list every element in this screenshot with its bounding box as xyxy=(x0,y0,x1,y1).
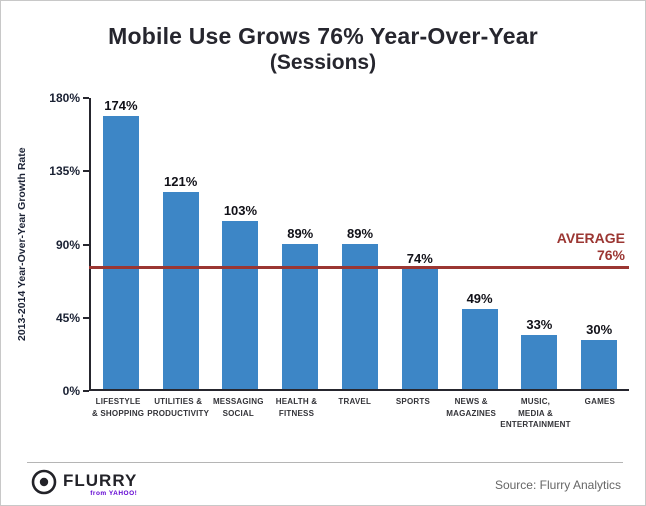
footer-divider xyxy=(27,462,623,463)
y-tick-label: 0% xyxy=(62,384,80,398)
chart-subtitle: (Sessions) xyxy=(269,51,377,74)
flurry-logo: FLURRY from YAHOO! xyxy=(31,469,137,500)
chart-title: Mobile Use Grows 76% Year-Over-Year xyxy=(108,23,538,49)
bar-value-label: 89% xyxy=(347,226,374,242)
bar xyxy=(581,340,618,389)
bar xyxy=(102,116,139,389)
category-label: MESSAGING SOCIAL xyxy=(212,397,264,418)
bar-value-label: 33% xyxy=(526,317,553,333)
flurry-logo-icon xyxy=(31,469,57,500)
bar xyxy=(222,221,259,389)
average-label-line1: AVERAGE xyxy=(556,229,625,246)
bar-value-label: 89% xyxy=(287,226,314,242)
bar-group: 30% xyxy=(569,98,629,389)
bar-group: 33% xyxy=(509,98,569,389)
bar-group: 174% xyxy=(91,98,151,389)
bar-group: 89% xyxy=(330,98,390,389)
category-label: LIFESTYLE & SHOPPING xyxy=(91,397,145,418)
y-axis-title: 2013-2014 Year-Over-Year Growth Rate xyxy=(16,147,28,342)
y-tick-label: 90% xyxy=(55,237,80,252)
y-tick-label: 45% xyxy=(55,310,80,325)
bar-group: 121% xyxy=(151,98,211,389)
bar xyxy=(162,192,199,389)
bar-group: 89% xyxy=(270,98,330,389)
bars-row: 174% 121% 103% 89% 89% 74% 49% 33% 30% xyxy=(89,98,629,391)
category-label: NEWS & MAGAZINES xyxy=(446,397,497,418)
y-tick-label: 135% xyxy=(49,164,80,179)
bar-group: 74% xyxy=(390,98,450,389)
category-label: GAMES xyxy=(584,397,616,406)
category-labels-row: LIFESTYLE & SHOPPING UTILITIES & PRODUCTIVI… xyxy=(89,396,629,431)
bar xyxy=(401,268,438,389)
bar-group: 103% xyxy=(211,98,271,389)
category-label: TRAVEL xyxy=(338,397,372,406)
bar-value-label: 174% xyxy=(104,98,138,113)
average-label: AVERAGE 76% xyxy=(557,230,625,264)
category-label: SPORTS xyxy=(395,397,430,406)
category-label: UTILITIES & PRODUCTIVITY xyxy=(147,397,210,418)
bar xyxy=(521,335,558,389)
bar-value-label: 121% xyxy=(164,174,198,189)
bar-value-label: 30% xyxy=(586,322,613,338)
category-label: HEALTH & FITNESS xyxy=(275,397,318,418)
bar-value-label: 74% xyxy=(406,250,433,266)
average-line xyxy=(89,265,629,269)
average-label-line2: 76% xyxy=(596,246,625,263)
flurry-logo-word: FLURRY xyxy=(63,470,138,490)
flurry-logo-sub: from YAHOO! xyxy=(90,489,138,497)
y-tick-label: 180% xyxy=(49,91,80,105)
plot-area: 0% 45% 90% 135% 180% 174% 121% 103% 89% 89% 74% 49… xyxy=(49,91,629,429)
bar-value-label: 103% xyxy=(223,203,258,219)
category-label: MUSIC, MEDIA & ENTERTAINMENT xyxy=(500,397,571,430)
bar-group: 49% xyxy=(450,98,510,389)
bar xyxy=(461,309,498,389)
source-attribution: Source: Flurry Analytics xyxy=(494,478,621,492)
bar-value-label: 49% xyxy=(466,291,493,307)
